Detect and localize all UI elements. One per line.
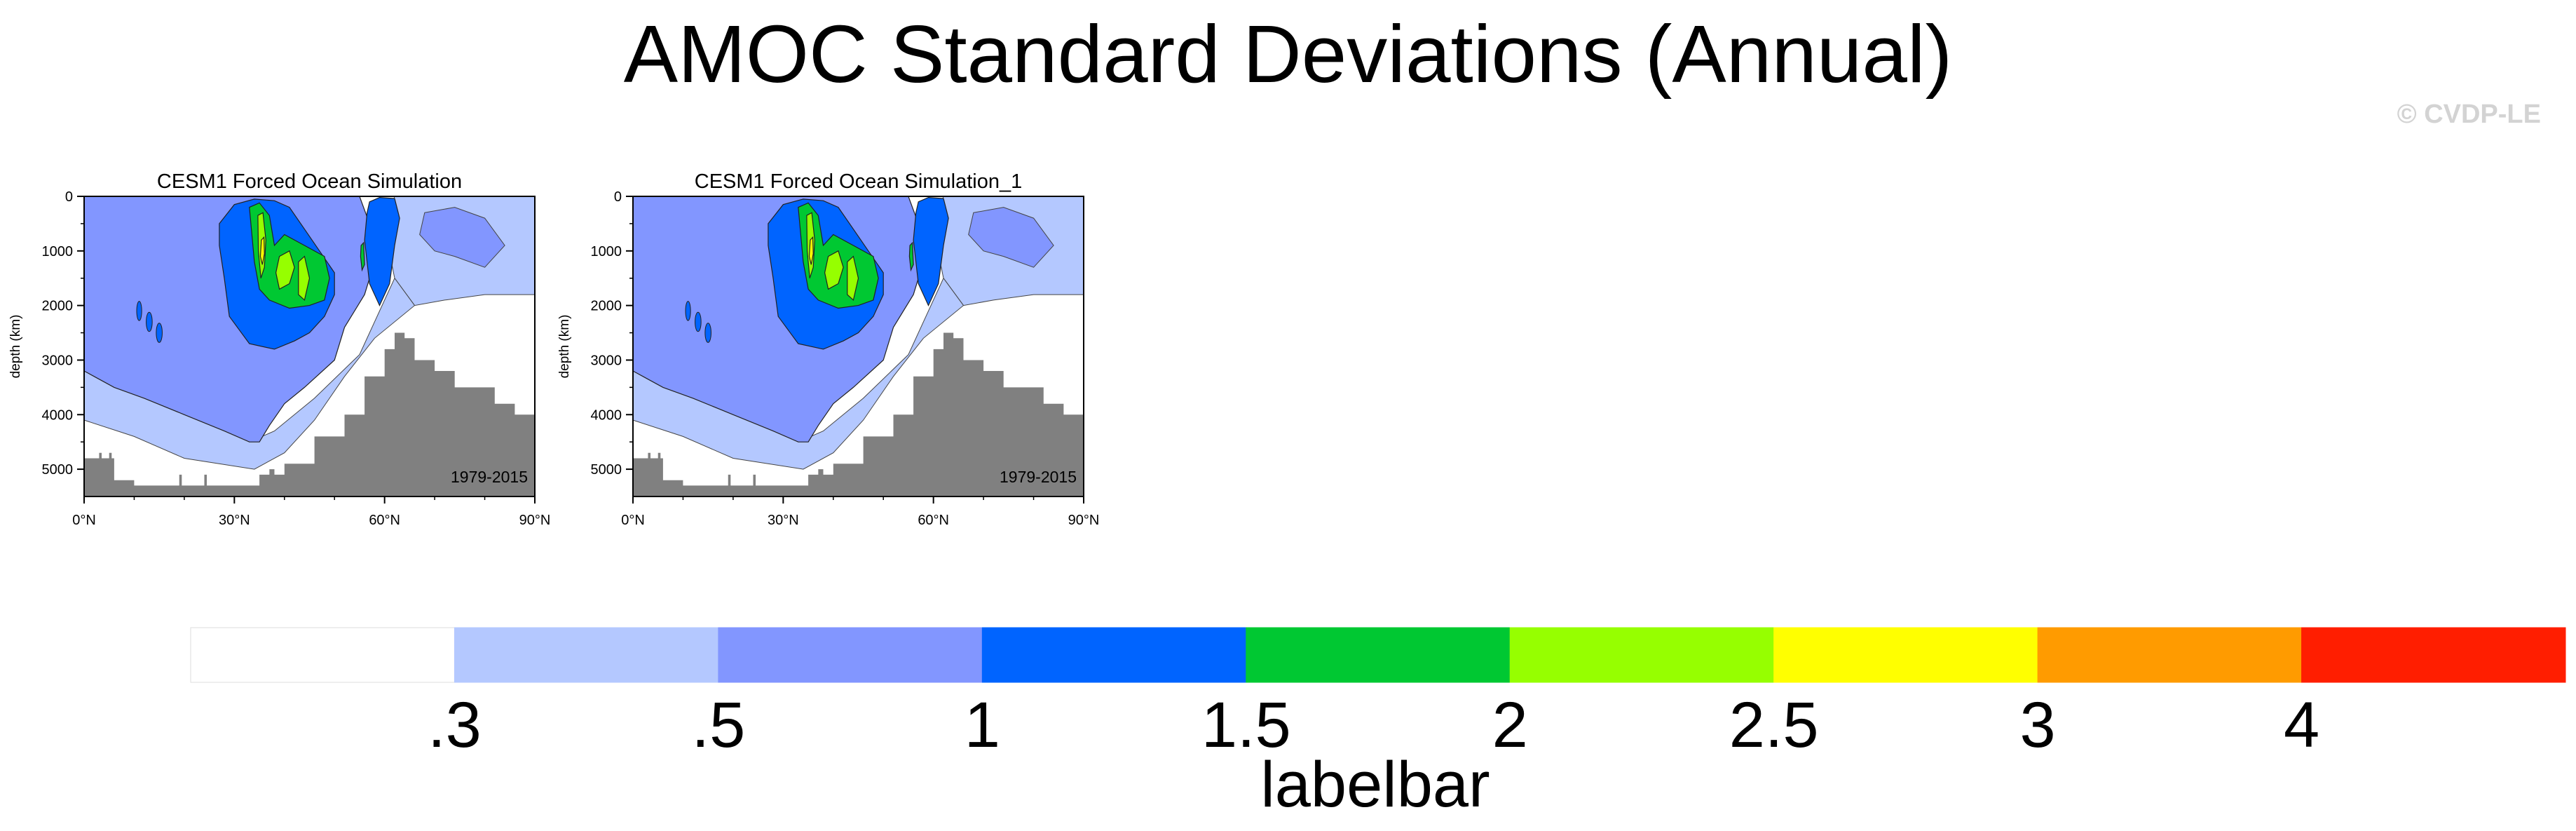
y-tick-label: 4000 (42, 407, 74, 423)
colorbar-segment (1246, 627, 1511, 683)
colorbar-tick-label: 2 (1492, 689, 1528, 761)
colorbar-tick-label: 3 (2020, 689, 2056, 761)
x-tick-label: 60°N (918, 513, 949, 528)
watermark: © CVDP-LE (2397, 100, 2541, 129)
x-tick-label: 0°N (621, 513, 645, 528)
bathymetry-spike-0 (648, 452, 651, 496)
contour-level-2 (913, 196, 949, 307)
panel-title: CESM1 Forced Ocean Simulation (157, 170, 462, 193)
contour-region-deep (633, 277, 965, 470)
contour-level-5 (275, 250, 295, 290)
x-tick-label: 90°N (1068, 513, 1100, 528)
plot-frame (83, 196, 536, 497)
contour-blob-2 (156, 323, 163, 343)
contour-blob-1 (146, 311, 153, 332)
y-tick-label: 5000 (591, 462, 622, 478)
colorbar-segment (981, 627, 1247, 683)
colorbar-tick-label: .5 (692, 689, 746, 761)
x-tick-label: 60°N (369, 513, 400, 528)
y-tick-label: 5000 (42, 462, 74, 478)
contour-level-2 (364, 196, 400, 307)
bathymetry-mask (84, 332, 535, 496)
contour-blob-1 (695, 311, 702, 332)
colorbar-segment (190, 627, 455, 683)
contour-blob-0 (136, 301, 142, 321)
y-tick-label: 2000 (591, 299, 622, 314)
contour-level-8 (908, 241, 914, 272)
contour-level-6 (298, 255, 311, 302)
y-tick-label: 2000 (42, 299, 74, 314)
bathymetry-spike-1 (657, 452, 661, 496)
contour-region-north-inner (419, 207, 505, 268)
colorbar-tick-label: 4 (2284, 689, 2319, 761)
contour-level-7 (808, 236, 814, 265)
y-tick-label: 3000 (42, 353, 74, 368)
y-tick-label: 0 (65, 189, 73, 205)
y-tick-label: 4000 (591, 407, 622, 423)
colorbar-segment (2037, 627, 2303, 683)
bathymetry-spike-3 (204, 474, 207, 496)
contour-region-north-inner (968, 207, 1054, 268)
colorbar-tick-label: 2.5 (1729, 689, 1819, 761)
contour-panel-1: CESM1 Forced Ocean Simulation 1979-2015 0 1… (8, 170, 550, 528)
colorbar-tick-label: 1.5 (1201, 689, 1291, 761)
contour-panel-2: CESM1 Forced Ocean Simulation_1 1979-2015… (557, 170, 1099, 528)
bathymetry-spike-2 (728, 474, 731, 496)
bathymetry-spike-1 (109, 452, 112, 496)
colorbar-segment (454, 627, 719, 683)
x-tick-label: 90°N (519, 513, 551, 528)
y-axis-title: depth (km) (8, 315, 23, 379)
contour-blob-0 (685, 301, 691, 321)
colorbar-segment (718, 627, 983, 683)
bathymetry-spike-2 (179, 474, 182, 496)
colorbar-segment (1509, 627, 1775, 683)
contour-fill-group (84, 196, 535, 496)
y-tick-label: 0 (614, 189, 622, 205)
x-tick-label: 0°N (72, 513, 96, 528)
contour-region-deep (84, 277, 416, 470)
colorbar: .3 .5 1 1.5 2 2.5 3 4 labelbar (190, 627, 2566, 820)
contour-level-6 (847, 255, 859, 302)
contour-level-5 (824, 250, 844, 290)
colorbar-segment (1773, 627, 2038, 683)
bathymetry-spike-4 (269, 469, 275, 496)
colorbar-tick-label: 1 (965, 689, 1000, 761)
y-tick-label: 3000 (591, 353, 622, 368)
y-axis-title: depth (km) (557, 315, 572, 379)
y-tick-label: 1000 (591, 244, 622, 259)
bathymetry-spike-3 (753, 474, 756, 496)
bathymetry-spike-0 (99, 452, 102, 496)
contour-level-7 (259, 236, 265, 265)
contour-fill-group (633, 196, 1084, 496)
contour-level-8 (360, 241, 365, 272)
colorbar-title: labelbar (1260, 749, 1490, 820)
panel-title: CESM1 Forced Ocean Simulation_1 (695, 170, 1022, 193)
colorbar-tick-label: .3 (428, 689, 482, 761)
colorbar-segment (2301, 627, 2566, 683)
x-tick-label: 30°N (768, 513, 799, 528)
period-label: 1979-2015 (451, 468, 528, 486)
bathymetry-spike-4 (818, 469, 824, 496)
period-label: 1979-2015 (1000, 468, 1077, 486)
bathymetry-mask (633, 332, 1084, 496)
plot-frame (632, 196, 1084, 497)
x-tick-label: 30°N (219, 513, 250, 528)
page-title: AMOC Standard Deviations (Annual) (623, 8, 1953, 100)
y-tick-label: 1000 (42, 244, 74, 259)
contour-blob-2 (704, 323, 711, 343)
